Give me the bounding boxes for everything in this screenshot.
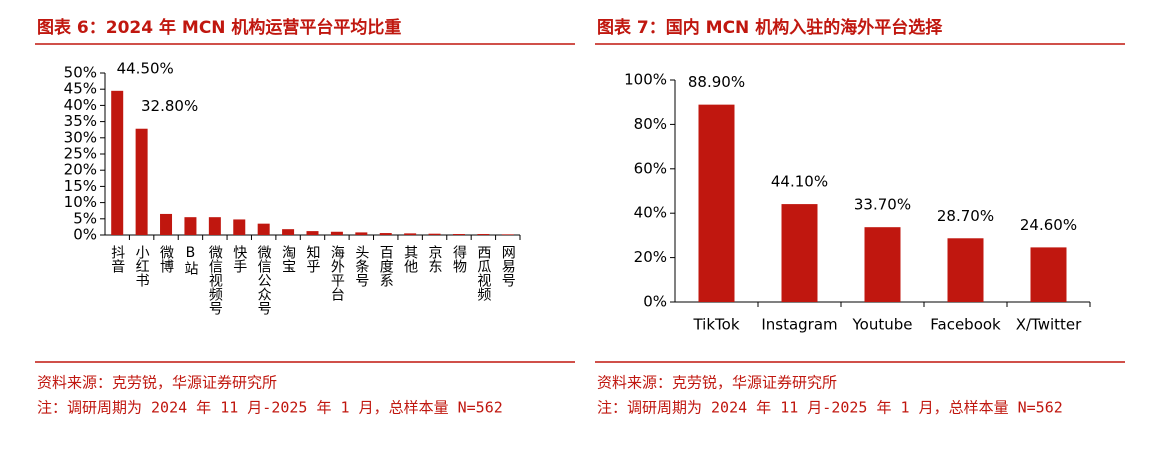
y-tick-label: 100% <box>624 71 667 89</box>
bar <box>257 223 270 235</box>
bar <box>452 234 465 235</box>
y-tick-label: 15% <box>64 177 97 195</box>
bar <box>111 90 124 235</box>
y-tick-label: 5% <box>73 209 97 227</box>
x-tick-label: 微博 <box>158 245 174 273</box>
bar <box>160 213 173 235</box>
y-tick-label: 20% <box>634 248 667 266</box>
chart-title: 图表 6：2024 年 MCN 机构运营平台平均比重 <box>37 17 401 38</box>
x-tick-label: 海外平台 <box>329 245 345 301</box>
bar <box>404 233 417 235</box>
y-tick-label: 20% <box>64 161 97 179</box>
bar <box>428 233 441 235</box>
bar <box>1030 247 1067 302</box>
value-label: 33.70% <box>854 196 911 214</box>
bar <box>477 234 490 235</box>
bar <box>282 229 295 235</box>
bar <box>355 232 368 235</box>
x-tick-label: 微信视频号 <box>207 245 223 315</box>
x-tick-label: 快手 <box>231 245 247 274</box>
x-tick-label: 得物 <box>451 244 467 274</box>
bar <box>698 104 735 302</box>
y-tick-label: 50% <box>64 64 97 82</box>
note: 注：调研周期为 2024 年 11 月-2025 年 1 月，总样本量 N=56… <box>597 399 1063 417</box>
bar <box>864 227 901 302</box>
source: 资料来源：克劳锐，华源证券研究所 <box>597 374 837 392</box>
y-tick-label: 45% <box>64 80 97 98</box>
y-tick-label: 35% <box>64 112 97 130</box>
bar <box>781 204 818 302</box>
value-label: 88.90% <box>688 73 745 91</box>
x-tick-label: 知乎 <box>305 244 321 273</box>
chart-title: 图表 7：国内 MCN 机构入驻的海外平台选择 <box>597 17 943 38</box>
y-tick-label: 80% <box>634 115 667 133</box>
y-tick-label: 30% <box>64 128 97 146</box>
x-tick-label: 抖音 <box>109 245 125 273</box>
value-label: 28.70% <box>937 207 994 225</box>
x-tick-label: 京东 <box>427 245 443 273</box>
x-tick-label: Instagram <box>761 316 837 334</box>
bar <box>233 219 246 235</box>
value-label: 44.10% <box>771 173 828 191</box>
x-tick-label: B站 <box>182 245 198 275</box>
x-tick-label: 淘宝 <box>280 245 296 273</box>
bar <box>135 128 148 235</box>
x-tick-label: X/Twitter <box>1016 316 1082 334</box>
y-tick-label: 40% <box>64 96 97 114</box>
value-label: 44.50% <box>117 59 174 77</box>
bar <box>208 217 221 235</box>
y-tick-label: 40% <box>634 204 667 222</box>
value-label: 32.80% <box>141 97 198 115</box>
y-tick-label: 10% <box>64 193 97 211</box>
note: 注：调研周期为 2024 年 11 月-2025 年 1 月，总样本量 N=56… <box>37 399 503 417</box>
y-tick-label: 25% <box>64 145 97 163</box>
bar <box>947 238 984 302</box>
y-tick-label: 0% <box>73 226 97 244</box>
x-tick-label: 网易号 <box>500 245 516 287</box>
y-tick-label: 60% <box>634 159 667 177</box>
x-tick-label: TikTok <box>692 316 739 334</box>
source: 资料来源：克劳锐，华源证券研究所 <box>37 374 277 392</box>
x-tick-label: 其他 <box>402 245 418 274</box>
bar <box>379 233 392 235</box>
x-tick-label: 头条号 <box>353 245 369 287</box>
bar <box>330 231 343 235</box>
y-tick-label: 0% <box>643 293 667 311</box>
x-tick-label: 小红书 <box>134 245 150 287</box>
x-tick-label: 微信公众号 <box>256 245 272 315</box>
bar <box>184 217 197 235</box>
x-tick-label: 西瓜视频 <box>475 245 491 301</box>
x-tick-label: Facebook <box>930 316 1001 334</box>
bar <box>306 231 319 235</box>
x-tick-label: Youtube <box>852 316 913 334</box>
x-tick-label: 百度系 <box>378 245 394 287</box>
value-label: 24.60% <box>1020 216 1077 234</box>
bar <box>501 234 514 235</box>
